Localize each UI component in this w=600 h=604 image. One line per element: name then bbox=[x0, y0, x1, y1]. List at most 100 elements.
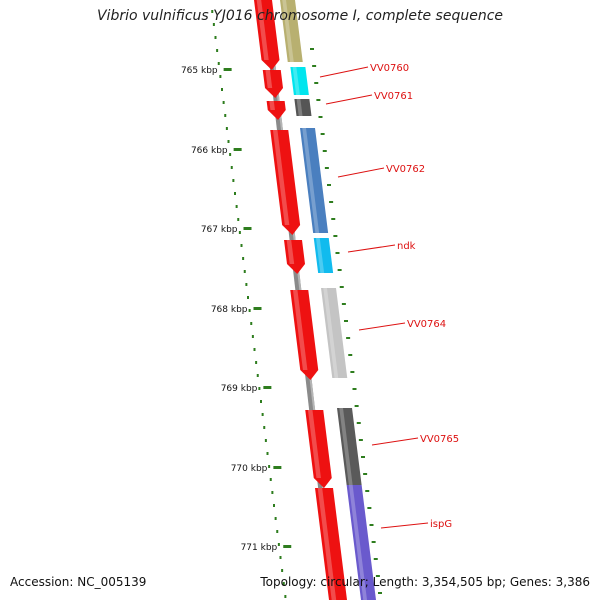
gene-feature-ispg bbox=[346, 485, 376, 600]
gene-label: VV0760 bbox=[370, 63, 409, 74]
track-dot bbox=[316, 99, 321, 101]
track-dot bbox=[310, 48, 314, 50]
label-layer: VV0760 VV0761 VV0762 ndk VV0764 VV0765 ispG bbox=[319, 63, 459, 530]
gene-feature-vv0761 bbox=[294, 99, 312, 116]
cds-feature bbox=[284, 240, 305, 274]
accession-text: Accession: NC_005139 bbox=[10, 575, 147, 589]
ruler-major-tick bbox=[243, 227, 252, 230]
track-dot bbox=[312, 65, 317, 67]
ruler-dot bbox=[279, 556, 282, 559]
ruler-dot bbox=[219, 75, 222, 78]
track-dot bbox=[314, 82, 319, 84]
ruler-dot bbox=[245, 283, 248, 286]
gene-feature-vv0765 bbox=[337, 408, 362, 485]
ruler-dot bbox=[260, 400, 262, 403]
ruler-tick-label: 769 kbp bbox=[221, 384, 258, 394]
ruler-tick-label: 770 kbp bbox=[231, 464, 268, 474]
track-dot bbox=[373, 558, 378, 560]
gene-feature-ndk bbox=[313, 238, 334, 273]
ruler-tick-label: 768 kbp bbox=[211, 305, 248, 315]
track-dot bbox=[375, 575, 380, 577]
ruler-dot bbox=[251, 335, 254, 338]
gene-leader-line bbox=[358, 322, 406, 331]
ruler-major-tick bbox=[253, 307, 262, 310]
cds-feature bbox=[270, 130, 301, 235]
map-title: Vibrio vulnificus YJ016 chromosome I, co… bbox=[96, 8, 504, 24]
track-dot bbox=[358, 439, 363, 441]
cds-feature bbox=[305, 410, 332, 488]
ruler-dot bbox=[243, 270, 246, 273]
ruler-dot bbox=[225, 127, 228, 130]
track-dot bbox=[361, 456, 365, 458]
gene-feature-vv0764 bbox=[321, 288, 348, 378]
ruler-major-tick bbox=[283, 545, 292, 548]
gene-leader-line bbox=[319, 66, 369, 78]
ruler-dot bbox=[258, 387, 261, 390]
ruler-dot bbox=[274, 517, 277, 520]
track-dot bbox=[322, 150, 327, 152]
track-dot bbox=[367, 507, 372, 509]
ruler-dot bbox=[266, 452, 269, 455]
ruler-dot bbox=[227, 140, 230, 143]
track-dot bbox=[324, 167, 329, 169]
ruler-dot bbox=[234, 192, 236, 195]
track-dot bbox=[350, 371, 355, 373]
ruler-dot bbox=[268, 465, 271, 468]
ruler-dot bbox=[235, 205, 238, 208]
track-dot bbox=[348, 354, 353, 356]
ruler-tick-label: 767 kbp bbox=[201, 225, 238, 235]
ruler-dot bbox=[214, 36, 217, 39]
ruler-dot bbox=[263, 426, 266, 429]
track-dot bbox=[369, 524, 374, 526]
ruler-dot bbox=[248, 309, 251, 312]
track-dot bbox=[356, 422, 361, 424]
ruler-dot bbox=[240, 244, 243, 247]
gene-leader-line bbox=[371, 437, 419, 446]
ruler-major-tick bbox=[273, 466, 282, 469]
ruler-dot bbox=[250, 322, 253, 325]
track-dot bbox=[378, 592, 382, 594]
cds-feature bbox=[315, 488, 347, 600]
gene-label: VV0762 bbox=[386, 164, 425, 175]
ruler-dot bbox=[221, 88, 223, 91]
ruler-dot bbox=[211, 10, 214, 13]
ruler-tick-label: 766 kbp bbox=[191, 146, 228, 156]
track-dot bbox=[333, 235, 338, 237]
track-dot bbox=[331, 218, 336, 220]
gene-label: VV0765 bbox=[420, 434, 459, 445]
ruler-dot bbox=[276, 530, 279, 533]
ruler-major-tick bbox=[223, 68, 232, 71]
ruler-dot bbox=[277, 543, 280, 546]
ruler-dot bbox=[230, 166, 233, 169]
track-dot bbox=[327, 184, 331, 186]
cds-feature bbox=[254, 0, 280, 70]
ruler-dot bbox=[281, 569, 284, 572]
gene-feature-vv0762 bbox=[300, 128, 329, 233]
gene-label: VV0761 bbox=[374, 91, 413, 102]
gene-label: VV0764 bbox=[407, 319, 446, 330]
topology-text: Topology: circular; Length: 3,354,505 bp… bbox=[260, 575, 590, 589]
feature-layer bbox=[254, 0, 376, 600]
cds-feature bbox=[290, 290, 319, 380]
ruler-dot bbox=[222, 101, 225, 104]
track-dot bbox=[339, 286, 344, 288]
ruler-dot bbox=[264, 439, 267, 442]
ruler-dot bbox=[255, 361, 258, 364]
track-dot bbox=[318, 116, 323, 118]
track-dot bbox=[337, 269, 342, 271]
ruler-dot bbox=[224, 114, 227, 117]
ruler-dot bbox=[271, 491, 274, 494]
ruler-dot bbox=[229, 153, 232, 156]
ruler-dot bbox=[256, 374, 259, 377]
ruler-dot bbox=[238, 231, 241, 234]
ruler-tick-label: 771 kbp bbox=[241, 543, 278, 553]
ruler-dot bbox=[216, 49, 219, 52]
track-dot bbox=[363, 473, 368, 475]
ruler-dot bbox=[269, 478, 272, 481]
track-dot bbox=[352, 388, 357, 390]
ruler-dot bbox=[217, 62, 220, 65]
track-dot bbox=[354, 405, 359, 407]
ruler-tick-label: 765 kbp bbox=[181, 66, 218, 76]
